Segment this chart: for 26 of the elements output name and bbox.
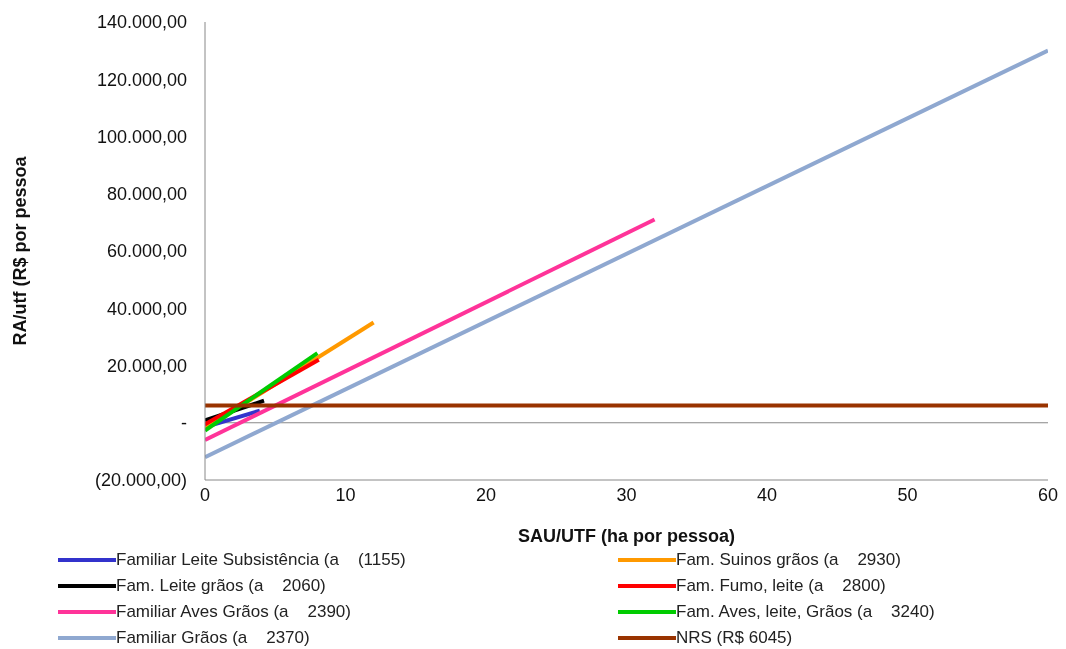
x-tick-label: 40 xyxy=(756,484,778,505)
y-tick-label: 80.000,00 xyxy=(106,184,187,205)
legend-label: Familiar Aves Grãos (a 2390) xyxy=(116,602,351,622)
x-tick-label: 60 xyxy=(1037,484,1059,505)
y-tick-label: 120.000,00 xyxy=(96,69,187,90)
x-tick-label: 10 xyxy=(335,484,356,505)
y-tick-label: - xyxy=(181,413,187,434)
legend-label: Familiar Grãos (a 2370) xyxy=(116,628,310,648)
y-tick-label: 60.000,00 xyxy=(106,241,187,262)
x-tick-label: 0 xyxy=(199,484,211,505)
y-tick-label: 40.000,00 xyxy=(106,298,187,319)
y-tick-label: 140.000,00 xyxy=(96,12,187,33)
legend-label: Fam. Suinos grãos (a 2930) xyxy=(676,550,901,570)
legend-label: Fam. Fumo, leite (a 2800) xyxy=(676,576,886,596)
legend-label: Fam. Leite grãos (a 2060) xyxy=(116,576,326,596)
y-axis-title: RA/utf (R$ por pessoa xyxy=(10,155,31,346)
legend-label: Fam. Aves, leite, Grãos (a 3240) xyxy=(676,602,935,622)
x-tick-label: 20 xyxy=(475,484,497,505)
legend-label: Familiar Leite Subsistência (a (1155) xyxy=(116,550,406,570)
legend-label: NRS (R$ 6045) xyxy=(676,628,793,648)
x-tick-label: 30 xyxy=(616,484,637,505)
y-tick-label: (20.000,00) xyxy=(94,470,187,491)
x-axis-title: SAU/UTF (ha por pessoa) xyxy=(517,526,736,546)
y-tick-label: 20.000,00 xyxy=(106,355,187,376)
x-tick-label: 50 xyxy=(897,484,918,505)
y-tick-label: 100.000,00 xyxy=(96,126,187,147)
